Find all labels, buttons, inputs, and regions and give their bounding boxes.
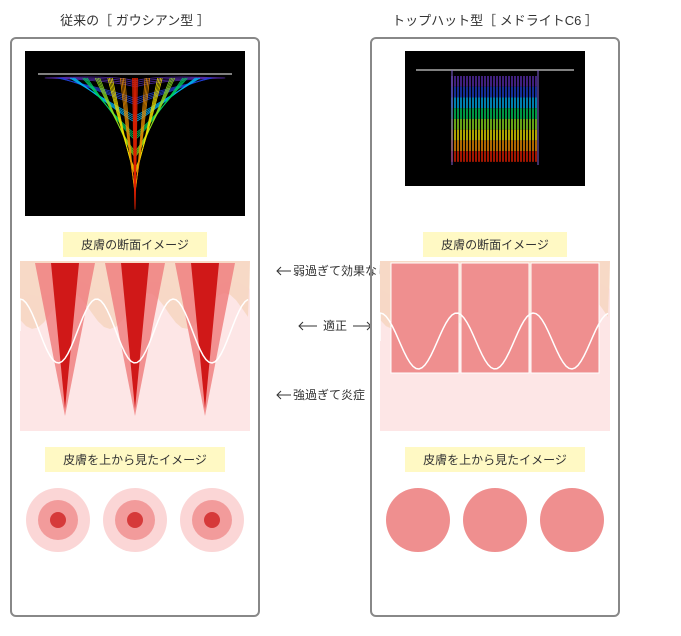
panel-title-left: 従来の［ ガウシアン型 ］ (10, 10, 260, 29)
gaussian-spot (100, 485, 170, 555)
gaussian-spectrum-svg (30, 56, 240, 211)
anno-ok-text: 適正 (323, 317, 347, 334)
top-label-right: 皮膚を上から見たイメージ (405, 447, 585, 472)
anno-strong-text: 強過ぎて炎症 (293, 386, 365, 403)
panel-gaussian: 従来の［ ガウシアン型 ］ 皮膚の断面イメージ 皮膚を上から見たイメージ (10, 10, 260, 617)
tophat-spectrum-svg (410, 56, 580, 181)
panel-box-right: 皮膚の断面イメージ 皮膚を上から見たイメージ (370, 37, 620, 617)
comparison-container: 従来の［ ガウシアン型 ］ 皮膚の断面イメージ 皮膚を上から見たイメージ 弱過ぎ… (10, 10, 670, 617)
cross-label-left: 皮膚の断面イメージ (63, 232, 207, 257)
arrow-left-icon (275, 265, 293, 277)
top-view-left (20, 480, 250, 560)
spectrum-left (25, 51, 245, 216)
panel-box-left: 皮膚の断面イメージ 皮膚を上から見たイメージ (10, 37, 260, 617)
spectrum-right (405, 51, 585, 186)
cross-section-right (380, 261, 610, 431)
gaussian-spot (23, 485, 93, 555)
panel-tophat: トップハット型［ メドライトC6 ］ 皮膚の断面イメージ 皮膚を上から見たイメー… (370, 10, 620, 617)
tophat-spot (537, 485, 607, 555)
tophat-spot (460, 485, 530, 555)
cross-section-left (20, 261, 250, 431)
gaussian-spot (177, 485, 247, 555)
top-view-right (380, 480, 610, 560)
top-label-left: 皮膚を上から見たイメージ (45, 447, 225, 472)
tophat-spot (383, 485, 453, 555)
arrow-left-icon (275, 389, 293, 401)
cross-label-right: 皮膚の断面イメージ (423, 232, 567, 257)
panel-title-right: トップハット型［ メドライトC6 ］ (370, 10, 620, 29)
arrow-left-icon (297, 320, 319, 332)
